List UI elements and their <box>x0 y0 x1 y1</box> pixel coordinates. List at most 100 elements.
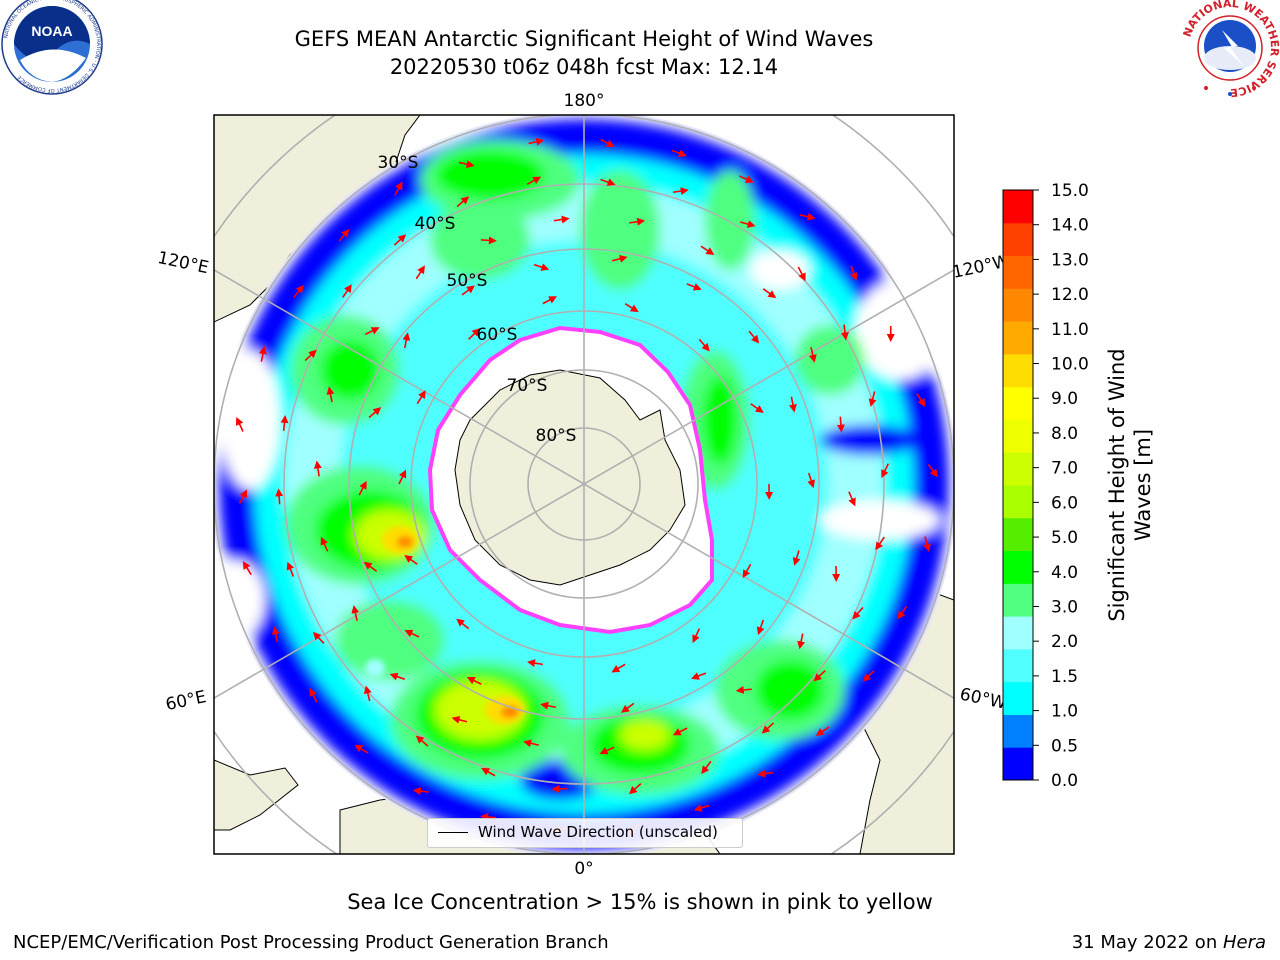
colorbar-label-line2: Waves [m] <box>1131 429 1155 541</box>
wave-direction-arrow <box>742 563 752 579</box>
lon-label-60w: 60°W <box>958 684 1008 713</box>
wave-direction-arrow <box>528 137 545 146</box>
colorbar-tick-label: 11.0 <box>1051 320 1089 340</box>
wave-direction-arrow <box>540 701 557 710</box>
wave-direction-arrow <box>897 605 908 620</box>
wave-direction-arrow <box>841 324 849 341</box>
colorbar-segment <box>1003 714 1033 748</box>
colorbar-border <box>1002 189 1034 781</box>
wave-direction-arrow <box>797 633 806 650</box>
colorbar-tick-label: 2.0 <box>1051 632 1078 652</box>
wave-direction-arrow <box>415 735 429 747</box>
wave-direction-arrow <box>351 605 360 621</box>
graticule <box>214 115 954 854</box>
wave-direction-arrow <box>280 414 289 431</box>
wave-direction-arrow <box>456 196 470 208</box>
wave-direction-arrow <box>293 284 304 298</box>
lat-label-30s: 30°S <box>378 153 419 173</box>
nws-logo-icon: NATIONAL WEATHER SERVICE <box>1181 0 1280 99</box>
lon-label-0: 0° <box>574 859 593 879</box>
colorbar-label-line1: Significant Height of Wind <box>1105 348 1129 621</box>
colorbar-segment <box>1003 616 1033 650</box>
wave-direction-arrow <box>611 254 628 263</box>
colorbar-tick-label: 5.0 <box>1051 528 1078 548</box>
wave-direction-arrow <box>242 561 252 576</box>
colorbar-segment <box>1003 419 1033 453</box>
wave-direction-arrow <box>466 677 482 685</box>
wave-direction-arrow <box>813 670 826 682</box>
wave-direction-arrow <box>671 149 687 157</box>
colorbar-segment <box>1003 288 1033 322</box>
footer-organization: NCEP/EMC/Verification Post Processing Pr… <box>13 932 609 953</box>
wave-direction-arrow <box>916 392 926 407</box>
colorbar-segment <box>1003 321 1033 355</box>
wave-direction-arrow <box>756 619 765 636</box>
wave-direction-arrow <box>700 245 715 255</box>
wave-direction-arrow <box>600 138 615 147</box>
wave-direction-arrow <box>480 236 497 245</box>
wave-direction-arrow <box>629 217 646 226</box>
colorbar <box>1002 189 1034 781</box>
wave-direction-arrow <box>398 469 407 485</box>
wave-direction-arrow <box>326 386 335 403</box>
colorbar-segment <box>1003 681 1033 715</box>
lon-label-120e: 120°E <box>156 248 211 278</box>
wave-direction-arrow <box>458 160 475 169</box>
wave-direction-arrow <box>354 744 369 754</box>
wave-direction-arrow <box>527 659 543 668</box>
legend-line-icon <box>438 832 468 834</box>
wave-direction-arrow <box>698 338 710 352</box>
wave-direction-arrow <box>875 536 885 551</box>
wave-direction-arrow <box>599 746 615 755</box>
wave-direction-arrow <box>686 283 702 291</box>
colorbar-tick-label: 7.0 <box>1051 459 1078 479</box>
lon-label-60e: 60°E <box>164 687 208 715</box>
colorbar-tick-label: 8.0 <box>1051 424 1078 444</box>
wave-direction-arrow <box>761 722 775 734</box>
wave-direction-arrow <box>468 328 481 340</box>
colorbar-segment <box>1003 190 1033 224</box>
sea-ice-caption: Sea Ice Concentration > 15% is shown in … <box>347 890 933 914</box>
colorbar-tick-label: 1.5 <box>1051 667 1078 687</box>
wave-direction-arrow <box>313 460 322 477</box>
lat-label-70s: 70°S <box>507 376 548 396</box>
wave-direction-arrow <box>848 491 856 507</box>
wave-direction-arrow <box>600 178 616 186</box>
wave-direction-arrow <box>389 672 406 681</box>
wave-direction-arrow <box>271 626 280 643</box>
colorbar-tick-label: 10.0 <box>1051 355 1089 375</box>
colorbar-segment <box>1003 485 1033 519</box>
colorbar-tick-label: 9.0 <box>1051 389 1078 409</box>
wave-direction-arrow <box>789 396 797 413</box>
chart-subtitle: 20220530 t06z 048h fcst Max: 12.14 <box>389 55 779 79</box>
wave-direction-arrow <box>312 631 325 644</box>
chart-title: GEFS MEAN Antarctic Significant Height o… <box>294 27 874 51</box>
wave-direction-arrow <box>923 536 931 552</box>
wave-direction-arrow <box>862 670 875 682</box>
wave-direction-arrow <box>480 812 497 821</box>
wave-direction-arrow <box>762 288 777 299</box>
wave-direction-arrow <box>738 175 754 183</box>
wave-direction-arrow <box>692 628 701 644</box>
wave-direction-arrow <box>624 302 639 313</box>
wave-direction-arrow <box>852 606 864 620</box>
wave-direction-arrow <box>792 550 801 566</box>
wave-direction-arrow <box>368 407 382 419</box>
colorbar-segment <box>1003 353 1033 388</box>
wave-direction-arrow <box>672 727 688 736</box>
wave-direction-arrow <box>927 464 938 478</box>
wave-direction-arrow <box>551 784 568 793</box>
wave-direction-arrow <box>338 228 350 242</box>
colorbar-tick-label: 6.0 <box>1051 493 1078 513</box>
wave-direction-arrow <box>309 687 318 703</box>
wave-direction-arrow <box>850 265 858 281</box>
wave-direction-arrow <box>259 346 267 362</box>
wave-direction-arrow <box>611 663 626 673</box>
colorbar-tick-label: 15.0 <box>1051 181 1089 201</box>
colorbar-segment <box>1003 222 1033 257</box>
colorbar-segment <box>1003 452 1033 486</box>
wave-direction-arrow <box>526 176 542 186</box>
wave-direction-arrow <box>416 390 426 405</box>
wave-direction-arrow <box>393 234 407 246</box>
